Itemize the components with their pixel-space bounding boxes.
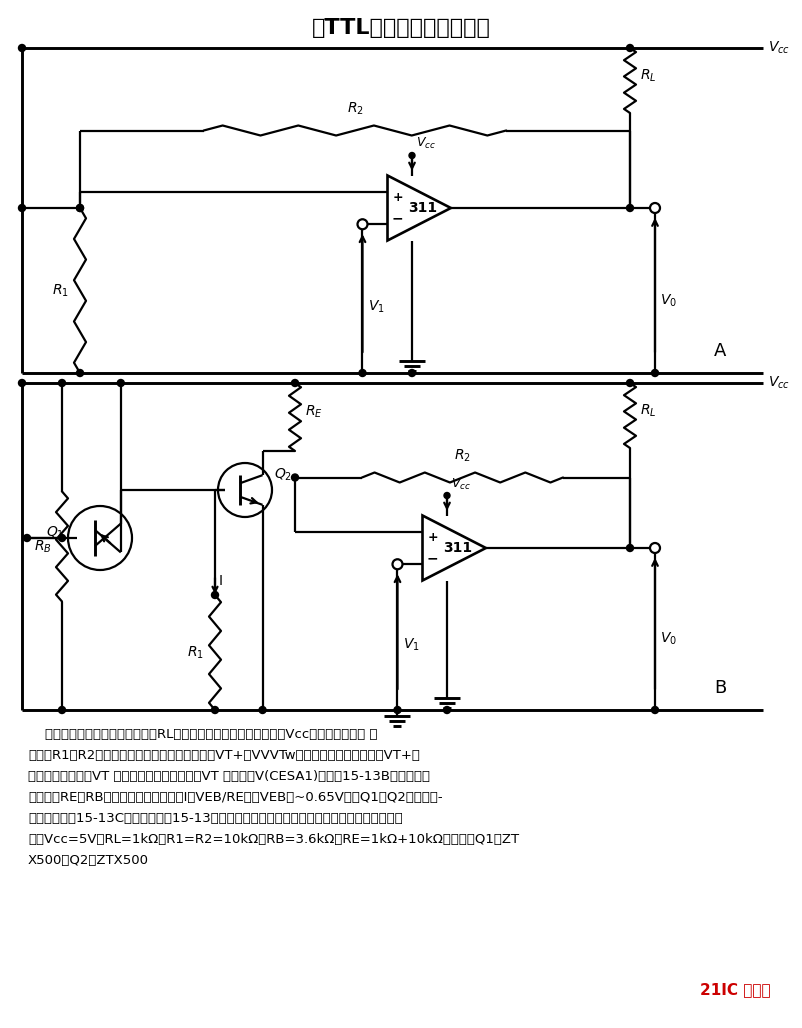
Circle shape bbox=[626, 545, 633, 551]
Text: A: A bbox=[713, 342, 725, 360]
Circle shape bbox=[444, 492, 449, 499]
Circle shape bbox=[18, 205, 26, 212]
Text: $V_1$: $V_1$ bbox=[403, 637, 419, 654]
Circle shape bbox=[76, 369, 83, 376]
Text: 这一比较器有一个输出负载电阻RL，并被连接成一个使用导轨电源Vcc的施密特触发器 反: 这一比较器有一个输出负载电阻RL，并被连接成一个使用导轨电源Vcc的施密特触发器… bbox=[28, 728, 377, 741]
Circle shape bbox=[650, 369, 658, 376]
Text: $Q_1$: $Q_1$ bbox=[46, 525, 64, 541]
Circle shape bbox=[626, 379, 633, 387]
Text: $R_B$: $R_B$ bbox=[34, 539, 51, 555]
Text: −: − bbox=[426, 552, 438, 565]
Circle shape bbox=[358, 369, 366, 376]
Text: +: + bbox=[427, 530, 437, 544]
Text: B: B bbox=[713, 680, 725, 697]
Circle shape bbox=[59, 535, 66, 542]
Text: X500；Q2为ZTX500: X500；Q2为ZTX500 bbox=[28, 854, 149, 867]
Text: $V_{cc}$: $V_{cc}$ bbox=[415, 137, 435, 151]
Circle shape bbox=[259, 706, 265, 713]
Circle shape bbox=[291, 474, 298, 481]
Circle shape bbox=[626, 44, 633, 51]
Text: 基极电压。图15-13C示出了使用图15-13所示电路的实际测试结果，其工作数据和元器件数据如: 基极电压。图15-13C示出了使用图15-13所示电路的实际测试结果，其工作数据… bbox=[28, 812, 403, 825]
Text: 馈电阻R1和R2分别产生上阈值电平和下阈值电平VT+和VVVTw。只要选用适当的电阻，VT+是: 馈电阻R1和R2分别产生上阈值电平和下阈值电平VT+和VVVTw。只要选用适当的… bbox=[28, 749, 419, 762]
Text: 311: 311 bbox=[443, 541, 472, 555]
Text: $R_L$: $R_L$ bbox=[639, 67, 656, 83]
Circle shape bbox=[76, 205, 83, 212]
Circle shape bbox=[59, 706, 66, 713]
Circle shape bbox=[18, 44, 26, 51]
Circle shape bbox=[211, 591, 218, 598]
Text: $R_E$: $R_E$ bbox=[305, 404, 322, 420]
Circle shape bbox=[408, 369, 415, 376]
Text: $R_2$: $R_2$ bbox=[453, 447, 470, 464]
Text: $R_2$: $R_2$ bbox=[346, 100, 363, 116]
Circle shape bbox=[76, 205, 83, 212]
Text: $V_{cc}$: $V_{cc}$ bbox=[767, 375, 789, 392]
Text: I: I bbox=[219, 574, 223, 588]
Text: $V_0$: $V_0$ bbox=[659, 292, 676, 308]
Circle shape bbox=[394, 706, 400, 713]
Circle shape bbox=[291, 379, 298, 387]
Text: $V_1$: $V_1$ bbox=[368, 298, 385, 315]
Circle shape bbox=[443, 706, 450, 713]
Circle shape bbox=[59, 379, 66, 387]
Text: +: + bbox=[391, 191, 403, 204]
Text: 很容易调定的，而VT 几乎不能单独选定，因为VT 不能超过V(CESA1)。在图15-13B中，由两只: 很容易调定的，而VT 几乎不能单独选定，因为VT 不能超过V(CESA1)。在图… bbox=[28, 770, 429, 783]
Circle shape bbox=[18, 379, 26, 387]
Circle shape bbox=[650, 706, 658, 713]
Circle shape bbox=[626, 205, 633, 212]
Circle shape bbox=[117, 379, 124, 387]
Circle shape bbox=[23, 535, 30, 542]
Text: $R_1$: $R_1$ bbox=[52, 283, 69, 299]
Text: $V_{cc}$: $V_{cc}$ bbox=[767, 40, 789, 57]
Text: $R_L$: $R_L$ bbox=[639, 402, 656, 418]
Text: 21IC 电子网: 21IC 电子网 bbox=[699, 983, 770, 997]
Text: −: − bbox=[391, 212, 403, 226]
Text: 晶体管、RE和RB组成的电流源产生电流I（VEB/RE），VEB（~0.65V）是Q1和Q2的发射极-: 晶体管、RE和RB组成的电流源产生电流I（VEB/RE），VEB（~0.65V）… bbox=[28, 791, 442, 804]
Text: $V_{cc}$: $V_{cc}$ bbox=[451, 476, 471, 491]
Text: $R_1$: $R_1$ bbox=[187, 645, 204, 661]
Text: $V_0$: $V_0$ bbox=[659, 631, 676, 648]
Text: $Q_2$: $Q_2$ bbox=[273, 467, 292, 483]
Text: 下：Vcc=5V；RL=1kΩ；R1=R2=10kΩ；RB=3.6kΩ；RE=1kΩ+10kΩ电位器；Q1为ZT: 下：Vcc=5V；RL=1kΩ；R1=R2=10kΩ；RB=3.6kΩ；RE=1… bbox=[28, 833, 518, 846]
Text: 311: 311 bbox=[408, 201, 437, 215]
Circle shape bbox=[408, 152, 415, 158]
Circle shape bbox=[211, 706, 218, 713]
Text: 与TTL兼容的施密特触发器: 与TTL兼容的施密特触发器 bbox=[311, 19, 490, 38]
